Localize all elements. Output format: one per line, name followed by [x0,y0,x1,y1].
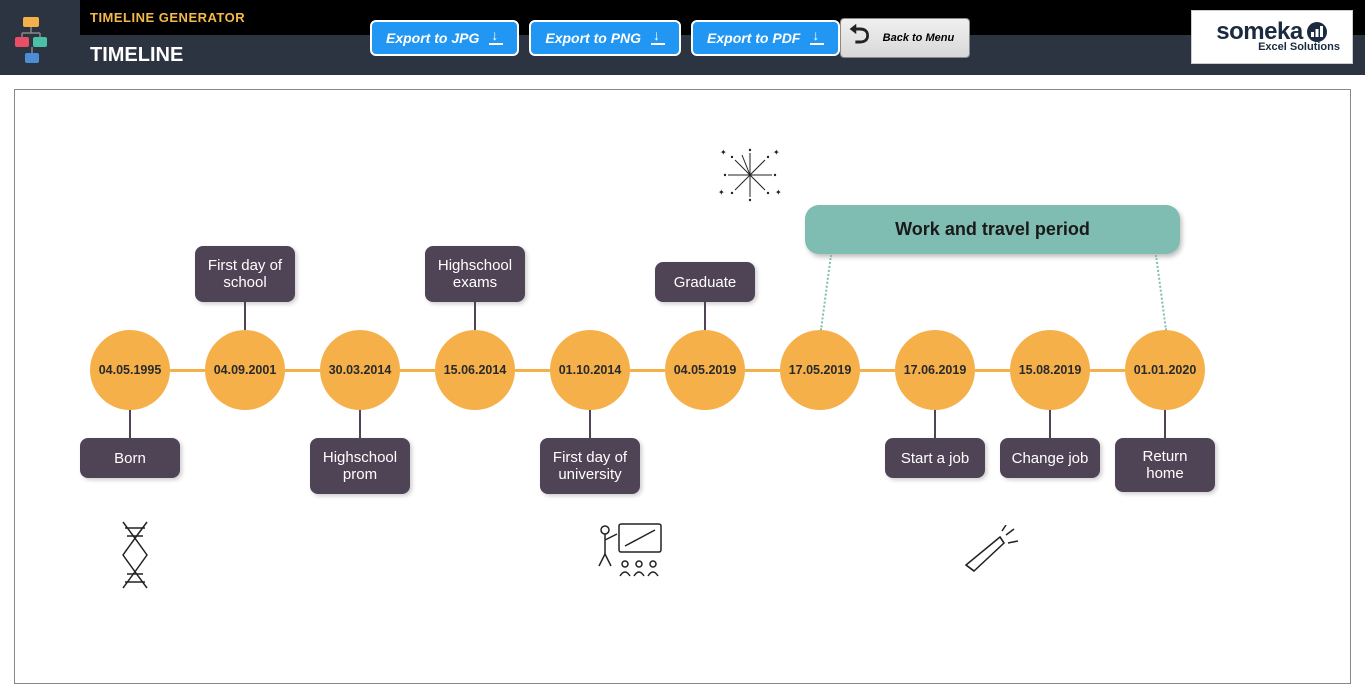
svg-text:✦: ✦ [773,148,780,157]
timeline-axis-segment [860,369,895,372]
label-connector [704,302,706,330]
timeline-axis-segment [285,369,320,372]
timeline-node[interactable]: 01.01.2020 [1125,330,1205,410]
export-png-button[interactable]: Export to PNG [529,20,681,56]
download-icon [810,31,824,45]
back-to-menu-button[interactable]: ⮌ Back to Menu [840,18,970,58]
page-title: TIMELINE [90,35,245,75]
svg-text:✦: ✦ [718,188,725,197]
timeline-canvas: Work and travel period 04.05.1995 Born 04.0… [14,89,1351,684]
period-connector [820,255,832,330]
back-arrow-icon: ⮌ [849,16,870,60]
timeline-node[interactable]: 15.08.2019 [1010,330,1090,410]
event-label: Highschool exams [425,246,525,302]
export-pdf-label: Export to PDF [707,30,800,46]
event-label: Change job [1000,438,1100,478]
event-label: Graduate [655,262,755,302]
app-logo [0,0,80,75]
timeline-node[interactable]: 15.06.2014 [435,330,515,410]
event-label: Born [80,438,180,478]
timeline-axis-segment [515,369,550,372]
label-connector [474,302,476,330]
timeline-axis-segment [400,369,435,372]
dna-icon [115,520,155,595]
timeline-axis-segment [1090,369,1125,372]
timeline-node[interactable]: 04.05.2019 [665,330,745,410]
period-label: Work and travel period [805,205,1180,254]
timeline-node[interactable]: 30.03.2014 [320,330,400,410]
timeline-node[interactable]: 17.05.2019 [780,330,860,410]
fireworks-icon: <-- -->✦✦✦✦ [715,145,785,210]
label-connector [244,302,246,330]
label-connector [359,410,361,438]
export-jpg-label: Export to JPG [386,30,479,46]
svg-text:✦: ✦ [775,188,782,197]
download-icon [489,31,503,45]
export-jpg-button[interactable]: Export to JPG [370,20,519,56]
timeline-node[interactable]: 04.05.1995 [90,330,170,410]
period-connector [1155,255,1167,330]
brand-name: someka [1216,21,1302,43]
timeline-node[interactable]: 04.09.2001 [205,330,285,410]
app-title: TIMELINE GENERATOR [90,0,245,35]
event-label: First day of school [195,246,295,302]
svg-text:✦: ✦ [720,148,727,157]
label-connector [589,410,591,438]
timeline-node[interactable]: 17.06.2019 [895,330,975,410]
event-label: Return home [1115,438,1215,492]
label-connector [934,410,936,438]
download-icon [651,31,665,45]
brand-logo: someka Excel Solutions [1191,10,1353,64]
export-png-label: Export to PNG [545,30,641,46]
timeline-axis-segment [170,369,205,372]
export-pdf-button[interactable]: Export to PDF [691,20,840,56]
label-connector [129,410,131,438]
timeline-axis-segment [630,369,665,372]
event-label: First day of university [540,438,640,494]
label-connector [1049,410,1051,438]
timeline-axis-segment [975,369,1010,372]
megaphone-icon [960,525,1020,580]
presentation-icon [595,520,665,585]
back-to-menu-label: Back to Menu [876,32,961,44]
label-connector [1164,410,1166,438]
timeline-node[interactable]: 01.10.2014 [550,330,630,410]
event-label: Start a job [885,438,985,478]
timeline-axis-segment [745,369,780,372]
brand-subtitle: Excel Solutions [1258,41,1340,53]
event-label: Highschool prom [310,438,410,494]
